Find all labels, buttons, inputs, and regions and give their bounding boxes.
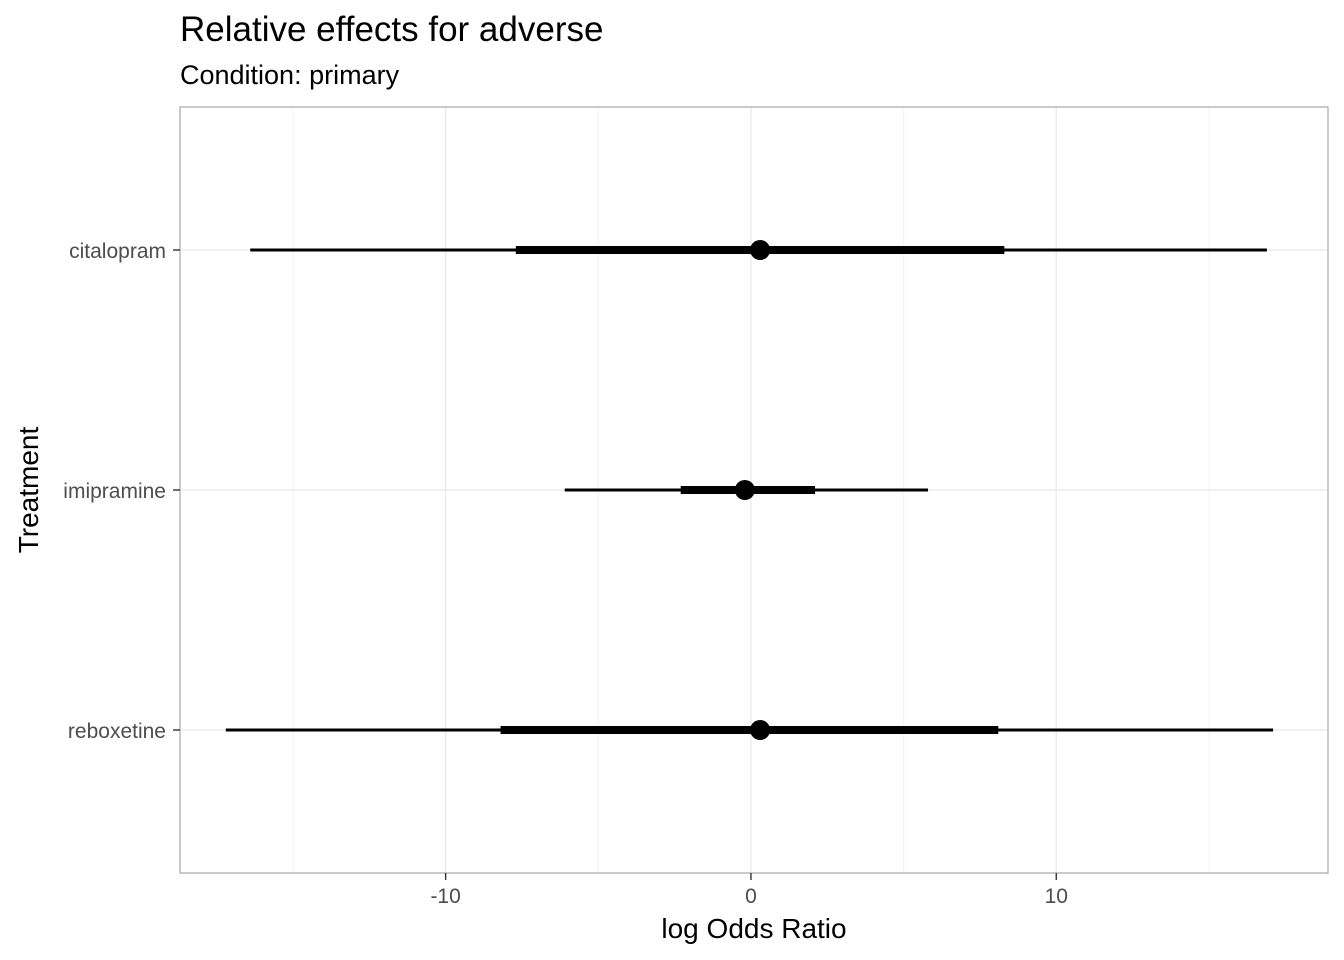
chart-title: Relative effects for adverse bbox=[180, 10, 603, 49]
x-axis: -10 0 10 bbox=[430, 873, 1068, 908]
x-tick-label: -10 bbox=[430, 885, 460, 908]
y-axis: citalopram imipramine reboxetine bbox=[63, 240, 180, 743]
point-estimate-reboxetine bbox=[750, 720, 771, 740]
y-axis-title: Treatment bbox=[13, 427, 44, 554]
point-estimate-imipramine bbox=[734, 480, 755, 500]
x-axis-title: log Odds Ratio bbox=[661, 913, 846, 944]
x-tick-label: 10 bbox=[1045, 885, 1068, 908]
y-tick-label-citalopram: citalopram bbox=[69, 240, 166, 263]
interval-marks bbox=[225, 240, 1274, 740]
y-tick-label-imipramine: imipramine bbox=[63, 480, 166, 503]
x-tick-label: 0 bbox=[745, 885, 757, 908]
y-tick-label-reboxetine: reboxetine bbox=[68, 720, 166, 743]
point-estimate-citalopram bbox=[750, 240, 771, 260]
chart-subtitle: Condition: primary bbox=[180, 60, 400, 90]
